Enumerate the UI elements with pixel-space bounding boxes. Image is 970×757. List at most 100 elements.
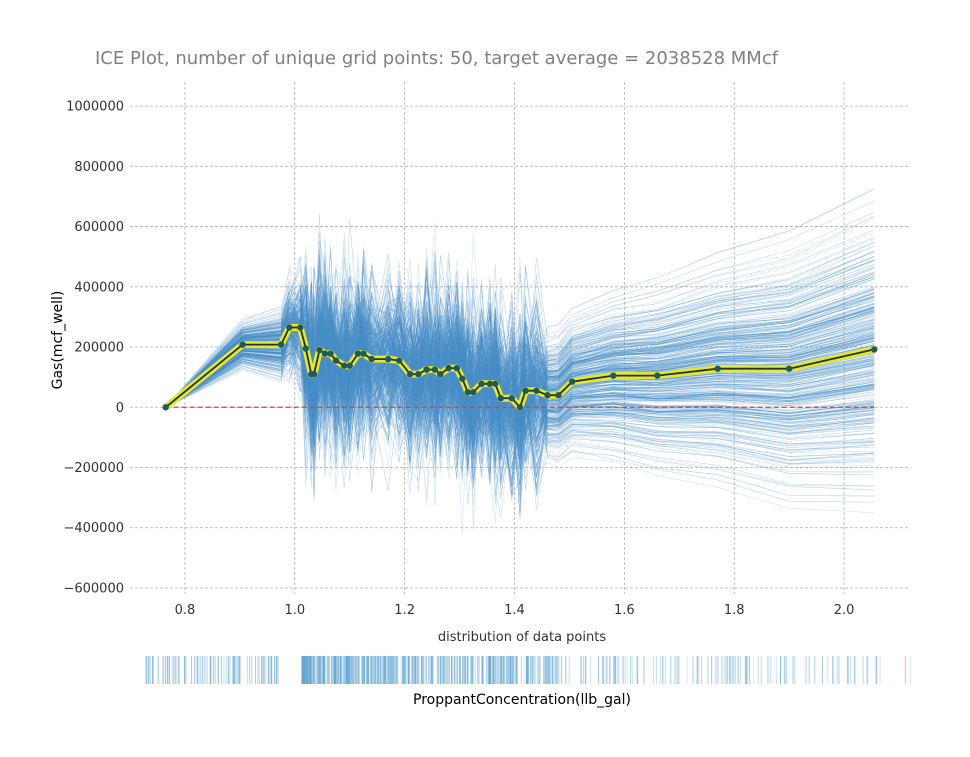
ice-curve xyxy=(165,307,875,469)
ice-curve xyxy=(165,304,875,505)
average-point xyxy=(610,372,617,379)
average-point xyxy=(316,346,323,354)
ice-curve xyxy=(165,307,875,470)
ice-curve xyxy=(165,328,875,441)
y-tick-label: 1000000 xyxy=(66,100,124,115)
y-tick-label: −200000 xyxy=(63,461,124,476)
y-tick-label: −600000 xyxy=(63,581,124,596)
ice-curve xyxy=(165,264,875,462)
ice-curve xyxy=(165,276,875,473)
ice-curve xyxy=(165,281,875,423)
average-point xyxy=(516,404,524,411)
ice-curve xyxy=(165,215,875,408)
ice-curve xyxy=(165,265,875,439)
ice-curve xyxy=(165,267,875,435)
ice-curve xyxy=(165,306,875,451)
ice-curve xyxy=(165,284,875,519)
ice-curve xyxy=(165,328,875,482)
ice-curve xyxy=(165,330,875,488)
average-point xyxy=(445,364,452,372)
ice-curve xyxy=(165,314,875,431)
ice-curve xyxy=(165,253,875,466)
average-point xyxy=(497,395,504,402)
ice-curve xyxy=(165,332,875,489)
ice-curve xyxy=(165,232,875,432)
average-point xyxy=(533,387,540,394)
y-tick-label: −400000 xyxy=(63,521,124,536)
ice-curve xyxy=(165,295,875,408)
ice-curve xyxy=(165,300,875,456)
ice-curve xyxy=(165,261,875,440)
ice-curve xyxy=(165,255,875,422)
ice-curve xyxy=(165,326,875,514)
ice-curve xyxy=(165,318,875,451)
ice-curve xyxy=(165,266,875,414)
ice-curve xyxy=(165,325,875,457)
ice-curve xyxy=(165,304,875,464)
ice-curve xyxy=(165,321,875,469)
ice-curve xyxy=(165,286,875,482)
average-point xyxy=(354,350,362,357)
average-point xyxy=(368,355,375,363)
ice-curve xyxy=(165,284,875,434)
average-point xyxy=(162,404,169,411)
average-point xyxy=(714,365,721,372)
ice-curve xyxy=(165,324,875,441)
average-point xyxy=(568,378,576,385)
average-point xyxy=(486,380,493,387)
ice-curve xyxy=(165,253,875,417)
ice-curve xyxy=(165,242,875,417)
ice-curve xyxy=(165,326,875,491)
ice-curve xyxy=(165,259,875,442)
ice-curve xyxy=(165,320,875,505)
ice-curve xyxy=(165,322,875,459)
ice-curve xyxy=(165,326,875,479)
ice-curve xyxy=(165,299,875,471)
ice-curve xyxy=(165,326,875,482)
ice-curve xyxy=(165,323,875,469)
average-point xyxy=(332,357,340,364)
average-ice-line xyxy=(162,324,878,411)
ice-curve xyxy=(165,268,875,415)
ice-curve xyxy=(165,233,875,418)
ice-curve xyxy=(165,297,875,453)
average-point xyxy=(406,370,414,378)
ice-curve xyxy=(165,334,875,458)
ice-curve xyxy=(165,305,875,421)
ice-curve xyxy=(165,298,875,489)
average-point xyxy=(508,395,515,402)
ice-curve xyxy=(165,329,875,476)
ice-curve xyxy=(165,261,875,440)
average-point xyxy=(327,350,334,357)
ice-curve xyxy=(165,336,875,495)
ice-curve xyxy=(165,267,875,451)
ice-curve xyxy=(165,327,875,484)
ice-curve xyxy=(165,330,875,469)
ice-curve xyxy=(165,313,875,450)
ice-curve xyxy=(165,324,875,492)
ice-curve xyxy=(165,266,875,477)
ice-curve xyxy=(165,273,875,445)
ice-curve xyxy=(165,257,875,444)
ice-curve xyxy=(165,303,875,457)
y-tick-label: 400000 xyxy=(74,280,124,295)
ice-curve xyxy=(165,295,875,483)
ice-curve xyxy=(165,259,875,481)
average-point xyxy=(321,350,329,357)
ice-curve xyxy=(165,327,875,446)
average-point xyxy=(431,366,439,373)
ice-curve xyxy=(165,328,875,490)
ice-curve xyxy=(165,303,875,484)
average-point xyxy=(384,355,392,363)
ice-curve xyxy=(165,295,875,408)
ice-curves xyxy=(165,187,875,535)
ice-curve xyxy=(165,251,875,428)
chart-title: ICE Plot, number of unique grid points: … xyxy=(95,48,779,69)
ice-curve xyxy=(165,338,875,484)
average-point xyxy=(544,392,551,399)
average-point xyxy=(470,389,477,396)
ice-curve xyxy=(165,302,875,451)
ice-curve xyxy=(165,306,875,413)
ice-curve xyxy=(165,295,875,478)
ice-curve xyxy=(165,263,875,444)
